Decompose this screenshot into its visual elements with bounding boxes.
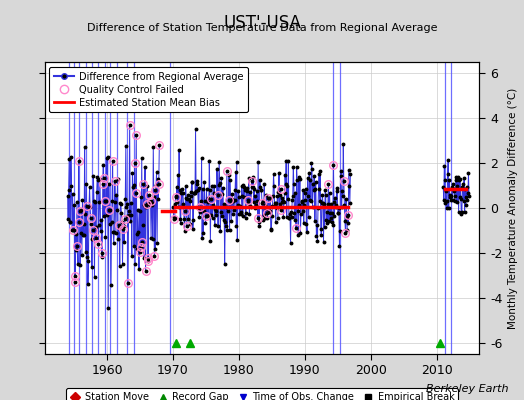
- Text: Berkeley Earth: Berkeley Earth: [426, 384, 508, 394]
- Y-axis label: Monthly Temperature Anomaly Difference (°C): Monthly Temperature Anomaly Difference (…: [508, 87, 518, 329]
- Text: Difference of Station Temperature Data from Regional Average: Difference of Station Temperature Data f…: [87, 23, 437, 33]
- Legend: Station Move, Record Gap, Time of Obs. Change, Empirical Break: Station Move, Record Gap, Time of Obs. C…: [66, 388, 458, 400]
- Text: UST'-USA: UST'-USA: [223, 14, 301, 32]
